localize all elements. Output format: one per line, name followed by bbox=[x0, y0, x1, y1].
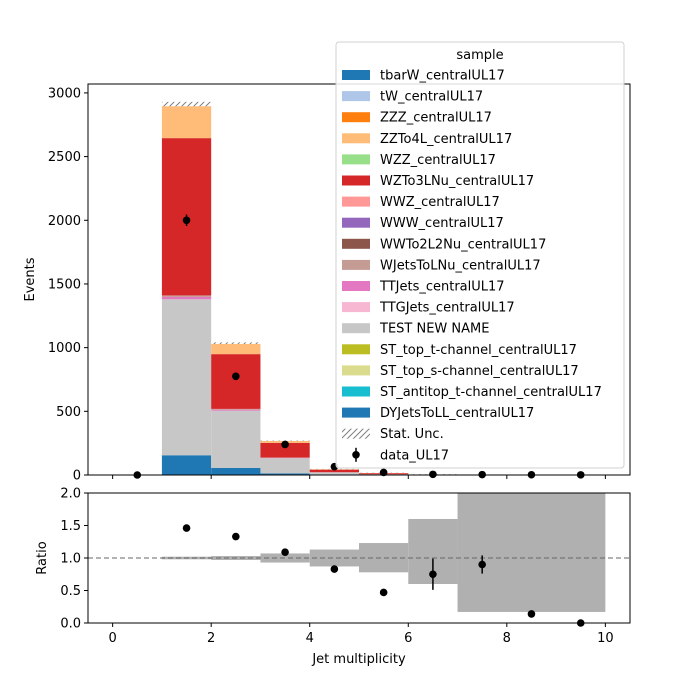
data-point bbox=[429, 470, 437, 479]
ratio-point bbox=[429, 570, 437, 579]
legend-label: WWW_centralUL17 bbox=[380, 216, 504, 231]
legend-label: ST_top_t-channel_centralUL17 bbox=[380, 343, 577, 358]
legend-swatch bbox=[342, 323, 370, 334]
y-tick-label: 0 bbox=[73, 469, 81, 484]
legend-label: WZZ_centralUL17 bbox=[380, 153, 496, 168]
ratio-point bbox=[527, 610, 536, 618]
y-tick-label: 2500 bbox=[48, 150, 81, 165]
x-tick-label: 0 bbox=[108, 631, 116, 646]
stack-bar bbox=[161, 295, 212, 297]
legend-swatch-stat-unc bbox=[342, 428, 370, 439]
legend-label: ST_top_s-channel_centralUL17 bbox=[380, 364, 579, 379]
data-point bbox=[232, 372, 240, 381]
legend-swatch bbox=[342, 344, 370, 355]
y-tick-label: 2000 bbox=[48, 214, 81, 229]
stack-bar bbox=[211, 354, 261, 409]
y-tick-label: 1500 bbox=[48, 277, 81, 292]
ratio-point bbox=[379, 588, 388, 597]
legend-swatch bbox=[342, 196, 370, 207]
legend-swatch bbox=[342, 133, 370, 144]
data-point bbox=[281, 440, 289, 449]
stack-bar bbox=[211, 409, 261, 411]
legend-label: Stat. Unc. bbox=[380, 427, 444, 442]
legend-swatch bbox=[342, 302, 370, 313]
legend-swatch bbox=[342, 91, 370, 102]
data-point bbox=[182, 216, 191, 225]
stat-unc-hatch bbox=[161, 101, 212, 107]
ratio-point bbox=[232, 532, 240, 541]
ratio-unc-band bbox=[309, 549, 359, 567]
legend-swatch bbox=[342, 238, 370, 249]
stack-bar bbox=[211, 343, 261, 355]
x-tick-label: 6 bbox=[404, 631, 412, 646]
data-point bbox=[379, 468, 388, 477]
stack-bar bbox=[260, 442, 310, 458]
ratio-y-tick-label: 2.0 bbox=[60, 487, 81, 502]
legend-label: TEST NEW NAME bbox=[379, 322, 489, 337]
legend-label: ZZTo4L_centralUL17 bbox=[380, 132, 512, 147]
ratio-point bbox=[330, 565, 339, 573]
legend-swatch bbox=[342, 70, 370, 80]
stack-bar bbox=[260, 458, 310, 474]
ratio-panel: 0.0 0.5 1.0 1.5 2.0 0 2 4 6 8 10 Ratio Jet multiplic… bbox=[35, 487, 631, 667]
legend-data-marker bbox=[352, 451, 360, 459]
ratio-point bbox=[182, 524, 191, 532]
ratio-point bbox=[281, 548, 289, 556]
stack-bar bbox=[309, 469, 359, 473]
legend-swatch bbox=[342, 259, 370, 270]
ratio-y-tick-label: 0.5 bbox=[60, 584, 81, 599]
legend-swatch bbox=[342, 175, 370, 186]
stack-bar bbox=[211, 408, 261, 410]
x-tick-label: 10 bbox=[597, 631, 614, 646]
y-tick-label: 500 bbox=[56, 405, 81, 420]
x-tick-label: 4 bbox=[306, 631, 314, 646]
x-tick-label: 2 bbox=[207, 631, 215, 646]
x-axis-title: Jet multiplicity bbox=[311, 652, 406, 667]
legend-title: sample bbox=[456, 48, 503, 63]
legend-label: tbarW_centralUL17 bbox=[380, 69, 505, 84]
legend-label: WZTo3LNu_centralUL17 bbox=[380, 174, 534, 189]
stack-bar bbox=[211, 410, 261, 468]
legend-label: ZZZ_centralUL17 bbox=[380, 111, 492, 126]
legend-label: data_UL17 bbox=[380, 448, 449, 463]
ratio-y-axis-title: Ratio bbox=[35, 541, 50, 574]
y-tick-label: 3000 bbox=[48, 86, 81, 101]
stack-bar bbox=[211, 467, 261, 475]
legend-label: DYJetsToLL_centralUL17 bbox=[380, 406, 534, 421]
stat-unc-hatch bbox=[211, 342, 261, 344]
ratio-y-tick-label: 1.5 bbox=[60, 519, 81, 534]
stack-bar bbox=[161, 296, 212, 300]
x-tick-label: 8 bbox=[503, 631, 511, 646]
main-panel: 0 500 1000 1500 2000 2500 3000 Events bbox=[23, 83, 631, 484]
legend-swatch bbox=[342, 365, 370, 376]
y-axis-title: Events bbox=[23, 257, 38, 301]
ratio-unc-band bbox=[457, 493, 606, 612]
legend-label: WJetsToLNu_centralUL17 bbox=[380, 258, 541, 273]
stack-bar bbox=[260, 473, 310, 475]
stack-bar bbox=[161, 455, 212, 475]
legend-swatch bbox=[342, 386, 370, 397]
legend-swatch bbox=[342, 407, 370, 418]
ratio-unc-band bbox=[260, 553, 310, 563]
stack-bar bbox=[309, 472, 359, 475]
legend-label: TTJets_centralUL17 bbox=[379, 280, 505, 295]
ratio-y-tick-label: 0.0 bbox=[60, 617, 81, 632]
ratio-point bbox=[478, 560, 486, 569]
legend-label: TTGJets_centralUL17 bbox=[379, 301, 515, 316]
stack-bar bbox=[161, 106, 212, 139]
legend-label: ST_antitop_t-channel_centralUL17 bbox=[380, 385, 602, 400]
legend-label: tW_centralUL17 bbox=[380, 90, 483, 105]
legend-label: WWTo2L2Nu_centralUL17 bbox=[380, 237, 546, 252]
legend-swatch bbox=[342, 217, 370, 228]
legend-box bbox=[335, 41, 625, 469]
ratio-y-tick-label: 1.0 bbox=[60, 552, 81, 567]
legend-swatch bbox=[342, 112, 370, 123]
legend-label: WWZ_centralUL17 bbox=[380, 195, 500, 210]
y-tick-label: 1000 bbox=[48, 341, 81, 356]
legend: sample tbarW_centralUL17 tW_centralUL17 ZZZ… bbox=[335, 41, 625, 469]
legend-swatch bbox=[342, 154, 370, 165]
stack-bar bbox=[161, 299, 212, 456]
legend-swatch bbox=[342, 281, 370, 291]
